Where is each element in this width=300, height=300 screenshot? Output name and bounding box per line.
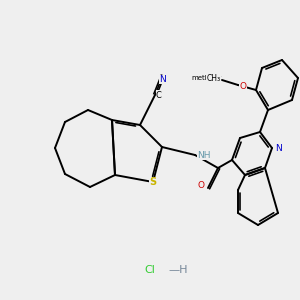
Text: O: O <box>197 181 204 190</box>
Text: Cl: Cl <box>145 265 155 275</box>
Text: CH₃: CH₃ <box>206 74 220 83</box>
Text: N: N <box>159 75 166 84</box>
Text: S: S <box>149 177 157 187</box>
Text: O: O <box>239 82 247 91</box>
Text: C: C <box>156 91 162 100</box>
Text: methoxy: methoxy <box>191 75 221 81</box>
Text: —H: —H <box>168 265 188 275</box>
Text: NH: NH <box>197 151 210 160</box>
Text: N: N <box>275 143 282 152</box>
